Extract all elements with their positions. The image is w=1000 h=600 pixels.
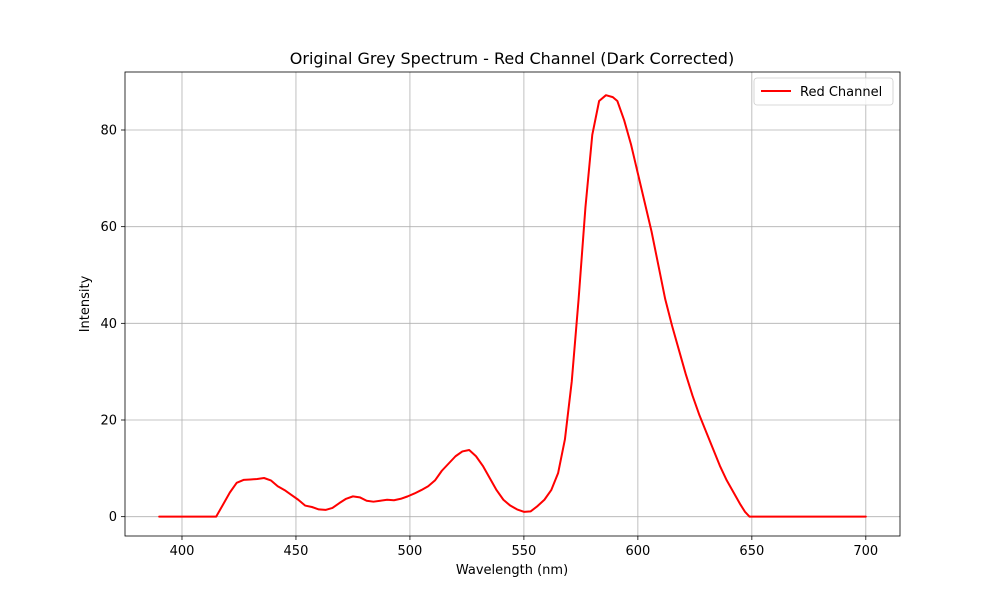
x-tick-label: 400: [170, 544, 195, 559]
x-tick-label: 450: [284, 544, 309, 559]
x-tick-label: 550: [511, 544, 536, 559]
x-tick-label: 700: [853, 544, 878, 559]
y-tick-label: 0: [109, 510, 117, 525]
ticks: 400 450 500 550 600 650 700 0 20 40 60 80: [100, 124, 878, 560]
series-line-red-channel: [158, 94, 867, 518]
x-axis-label: Wavelength (nm): [456, 563, 568, 578]
y-axis-label: Intensity: [78, 275, 93, 332]
legend: Red Channel: [753, 77, 894, 106]
grid: [125, 72, 900, 536]
legend-box: [753, 77, 894, 106]
legend-label-red-channel: Red Channel: [800, 85, 882, 100]
y-tick-label: 80: [100, 124, 117, 139]
x-tick-label: 650: [739, 544, 764, 559]
y-tick-label: 60: [100, 220, 117, 235]
x-tick-label: 500: [398, 544, 423, 559]
chart-title: Original Grey Spectrum - Red Channel (Da…: [290, 49, 734, 68]
series-layer: [158, 94, 867, 518]
plot-frame: [124, 71, 901, 537]
y-tick-label: 20: [100, 414, 117, 429]
x-tick-label: 600: [625, 544, 650, 559]
y-tick-label: 40: [100, 317, 117, 332]
